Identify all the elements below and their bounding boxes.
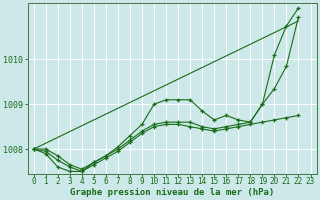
X-axis label: Graphe pression niveau de la mer (hPa): Graphe pression niveau de la mer (hPa) xyxy=(70,188,274,197)
